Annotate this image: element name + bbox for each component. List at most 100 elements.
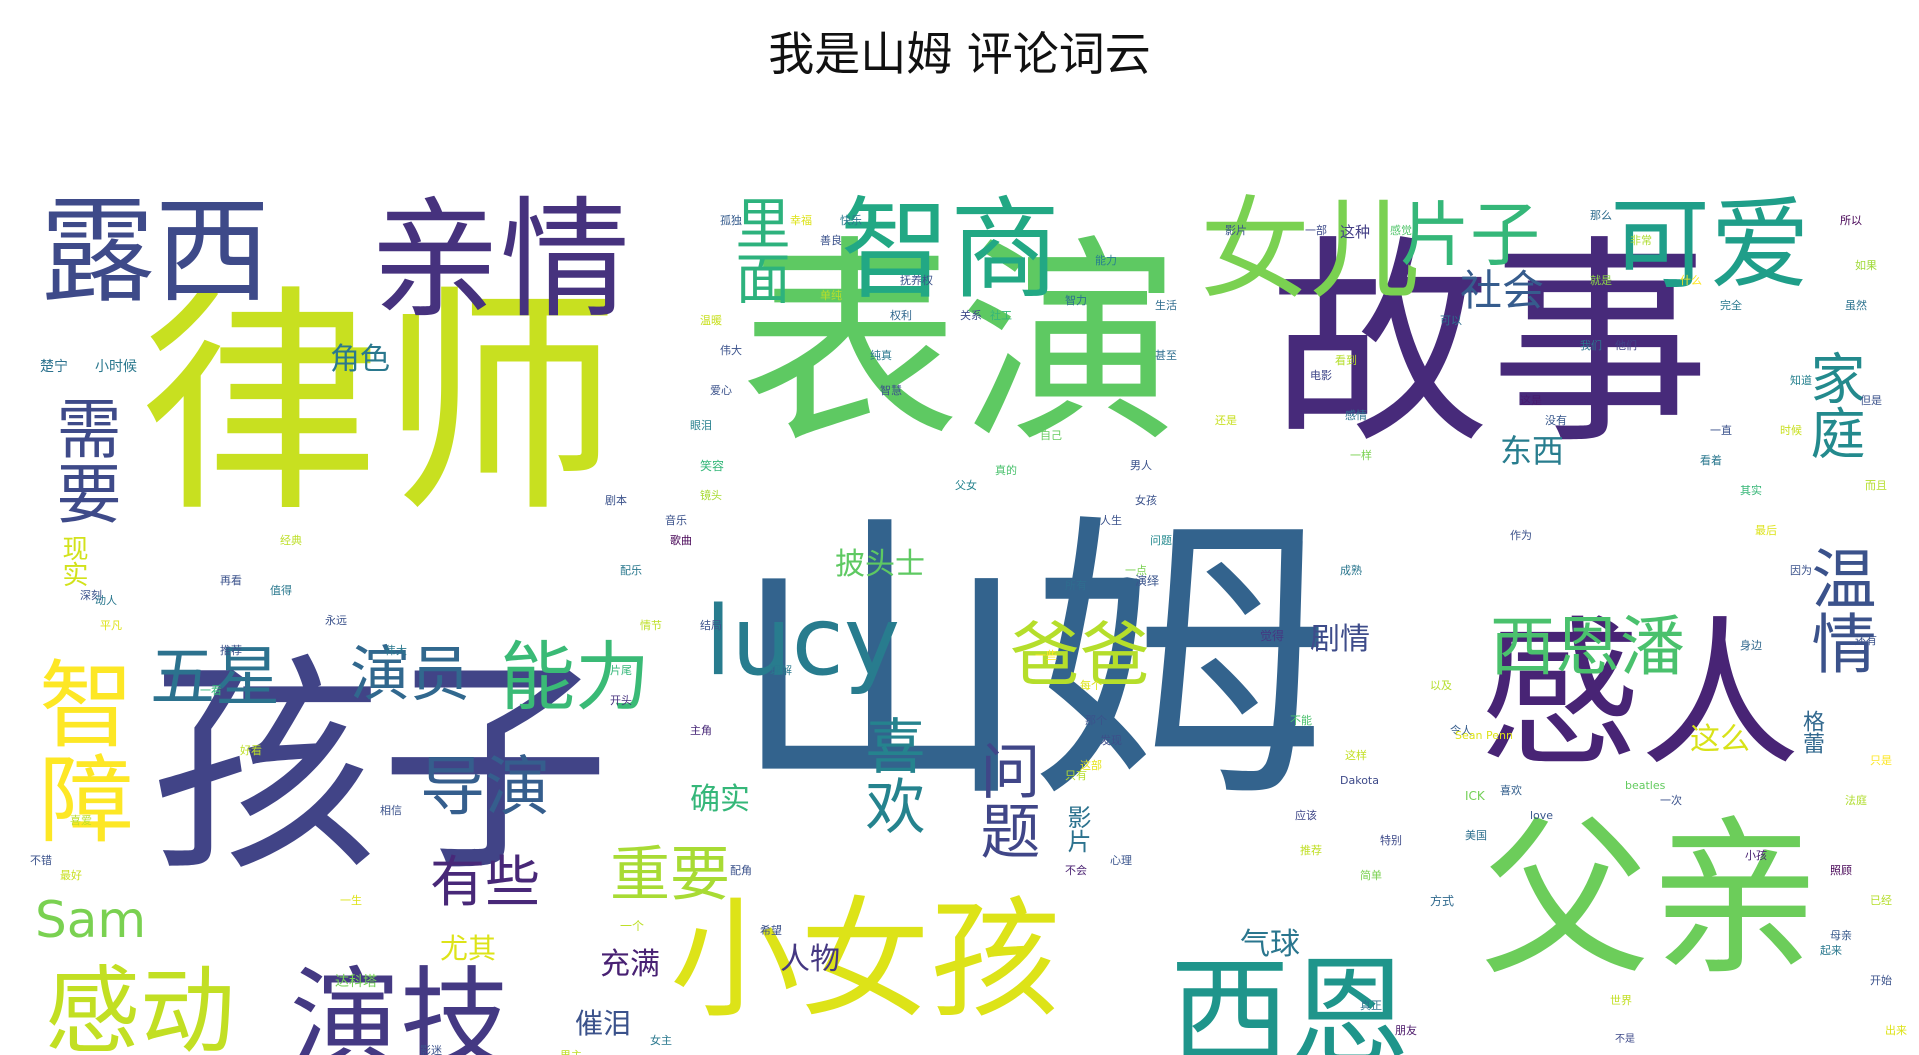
word: 幸福 xyxy=(790,214,812,227)
word: 虽然 xyxy=(1845,299,1867,312)
word: 女孩 xyxy=(1135,494,1157,507)
word: 令人 xyxy=(1450,724,1472,737)
word: 影片 xyxy=(1225,224,1247,237)
word: 简单 xyxy=(1360,869,1382,882)
word: 开始 xyxy=(1870,974,1892,987)
word: 还是 xyxy=(1215,414,1237,427)
word: 发现 xyxy=(1100,734,1122,747)
word: 亲情 xyxy=(370,184,631,336)
word: 东西 xyxy=(1500,432,1565,470)
word: 而且 xyxy=(1865,479,1887,492)
word: 起来 xyxy=(1820,944,1842,957)
word: 结局 xyxy=(700,619,722,632)
word-cloud: 山姆 故事 表演 律师 孩子 父亲 小女孩 感人 亲情 露西 智商 女儿 可爱 … xyxy=(0,95,1919,1055)
word: 应该 xyxy=(1295,809,1317,822)
word: 一次 xyxy=(1660,794,1682,807)
word: 美国 xyxy=(1465,829,1487,842)
word: 只有 xyxy=(1065,769,1087,782)
word: 喜欢 xyxy=(1500,784,1522,797)
word: 男主 xyxy=(560,1050,582,1055)
word: 那个 xyxy=(1085,714,1107,727)
word: 这样 xyxy=(1345,749,1367,762)
word: 理解 xyxy=(770,664,792,677)
word: beatles xyxy=(1625,779,1666,792)
word: 甚至 xyxy=(1155,349,1177,362)
cloud-title: 我是山姆 评论词云 xyxy=(768,27,1151,81)
word: 觉得 xyxy=(1260,629,1285,643)
word: 气球 xyxy=(1240,927,1300,962)
word: 人物 xyxy=(780,942,840,977)
word: 就是 xyxy=(1590,274,1612,287)
word: 露西 xyxy=(40,185,271,319)
word: 最后 xyxy=(1755,524,1777,537)
word: 生活 xyxy=(1155,299,1177,312)
word: 推荐 xyxy=(1300,844,1322,857)
word: 希望 xyxy=(760,924,782,937)
word: 朋友 xyxy=(1395,1024,1417,1037)
word: 智慧 xyxy=(880,384,902,397)
word: 片尾 xyxy=(610,664,632,677)
word: 权利 xyxy=(890,309,912,322)
word: 不是 xyxy=(1615,1034,1635,1045)
word: 伟大 xyxy=(720,344,742,357)
word: 这么 xyxy=(1690,722,1750,757)
word: 男人 xyxy=(1130,459,1152,472)
word: 可以 xyxy=(1440,314,1462,327)
word: 温情 xyxy=(1800,545,1875,675)
word: 能力 xyxy=(500,633,651,721)
word: 已经 xyxy=(1870,894,1892,907)
word: 音乐 xyxy=(665,514,687,527)
word: 家庭 xyxy=(1801,350,1865,460)
word: 永远 xyxy=(325,614,347,627)
word: 如果 xyxy=(1855,259,1877,272)
word: 经典 xyxy=(280,534,302,547)
word: 看到 xyxy=(1335,354,1357,367)
word: 孩子 xyxy=(150,636,611,903)
word: 快乐 xyxy=(840,214,862,227)
word: 知道 xyxy=(1790,374,1812,387)
word: 影片 xyxy=(1063,805,1091,853)
word: 有些 xyxy=(430,850,541,914)
word: 笑容 xyxy=(700,459,725,473)
word: 不会 xyxy=(1065,864,1087,877)
word: 感情 xyxy=(1345,409,1367,422)
word: 他们 xyxy=(1615,339,1637,352)
word: 智障 xyxy=(23,655,133,845)
word: 推荐 xyxy=(220,644,242,657)
word: 里面 xyxy=(726,195,790,305)
word: 真的 xyxy=(995,464,1017,477)
word: 感动 xyxy=(45,957,236,1055)
word: 演绎 xyxy=(1135,574,1160,588)
word: 催泪 xyxy=(575,1007,632,1040)
word: 配乐 xyxy=(620,564,642,577)
word: 眼泪 xyxy=(690,419,712,432)
word: 爱心 xyxy=(710,384,732,397)
word: 单纯 xyxy=(820,289,842,302)
word: 动人 xyxy=(95,594,117,607)
word: 问题 xyxy=(970,740,1040,860)
word: 所以 xyxy=(1840,214,1862,227)
word: 片子 xyxy=(1400,194,1540,276)
word: 确实 xyxy=(690,782,750,817)
word: 每个 xyxy=(1080,679,1102,692)
word: 一部 xyxy=(1305,224,1327,237)
word: 法庭 xyxy=(1845,794,1867,807)
word: 西恩 xyxy=(1170,945,1410,1055)
word: 没有 xyxy=(1545,414,1567,427)
word: 五星 xyxy=(150,640,281,715)
word: 抚养权 xyxy=(900,274,933,287)
word: 问题 xyxy=(1150,534,1172,547)
word: 身边 xyxy=(1740,639,1762,652)
word: 开头 xyxy=(610,694,632,707)
word: 世界 xyxy=(1610,994,1632,1007)
word: 我们 xyxy=(1580,339,1602,352)
word: 能力 xyxy=(1095,254,1117,267)
word: 镜头 xyxy=(700,489,722,502)
word: 完全 xyxy=(1720,299,1742,312)
word: 社工 xyxy=(990,309,1012,322)
word: 配角 xyxy=(730,864,752,877)
word: 时候 xyxy=(1780,424,1802,437)
word: 一些 xyxy=(1035,649,1057,662)
word: 律师 xyxy=(140,265,621,545)
word: 主角 xyxy=(690,724,712,737)
